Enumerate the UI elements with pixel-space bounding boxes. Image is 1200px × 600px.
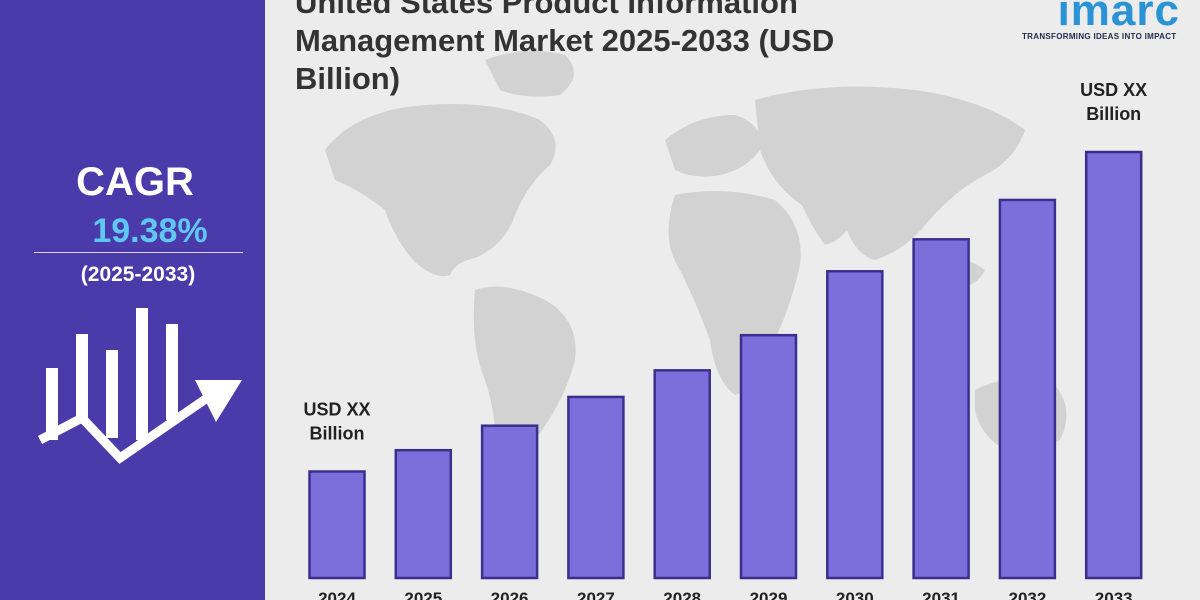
imarc-logo: imarc TRANSFORMING IDEAS INTO IMPACT xyxy=(1010,0,1190,46)
bar-2030 xyxy=(826,270,884,580)
cagr-period: (2025-2033) xyxy=(80,263,196,286)
bar-2024 xyxy=(308,470,366,580)
cagr-divider xyxy=(34,252,243,253)
x-tick-label: 2027 xyxy=(577,589,615,600)
bar-2027 xyxy=(567,395,625,580)
chart-title: United States Product Information Manage… xyxy=(295,0,835,96)
data-label-2033: USD XX Billion xyxy=(1080,80,1147,124)
x-tick-label: 2032 xyxy=(1008,589,1046,600)
growth-chart-arrow-icon xyxy=(37,308,242,464)
x-tick-label: 2025 xyxy=(404,589,442,600)
bar-2026 xyxy=(480,424,539,580)
bar-2029 xyxy=(739,333,798,580)
bar-2033 xyxy=(1084,150,1143,580)
logo-wordmark: imarc xyxy=(1057,0,1180,35)
bar-2028 xyxy=(653,369,711,580)
data-label-2024: USD XX Billion xyxy=(303,400,370,444)
cagr-value: 19.38% xyxy=(92,212,208,250)
x-tick-label: 2026 xyxy=(491,589,529,600)
x-tick-label: 2028 xyxy=(663,589,701,600)
x-tick-label: 2030 xyxy=(836,589,874,600)
sidebar-panel: CAGR 19.38% (2025-2033) xyxy=(0,0,265,600)
bar-2025 xyxy=(394,448,453,580)
cagr-label: CAGR xyxy=(76,160,194,204)
x-tick-label: 2029 xyxy=(750,589,788,600)
x-tick-label: 2024 xyxy=(318,589,356,600)
bar-2031 xyxy=(912,238,970,580)
bar-2032 xyxy=(998,198,1057,580)
logo-tagline: TRANSFORMING IDEAS INTO IMPACT xyxy=(1022,32,1177,41)
x-tick-label: 2033 xyxy=(1095,589,1133,600)
x-tick-label: 2031 xyxy=(922,589,960,600)
world-map-background xyxy=(325,51,1067,495)
